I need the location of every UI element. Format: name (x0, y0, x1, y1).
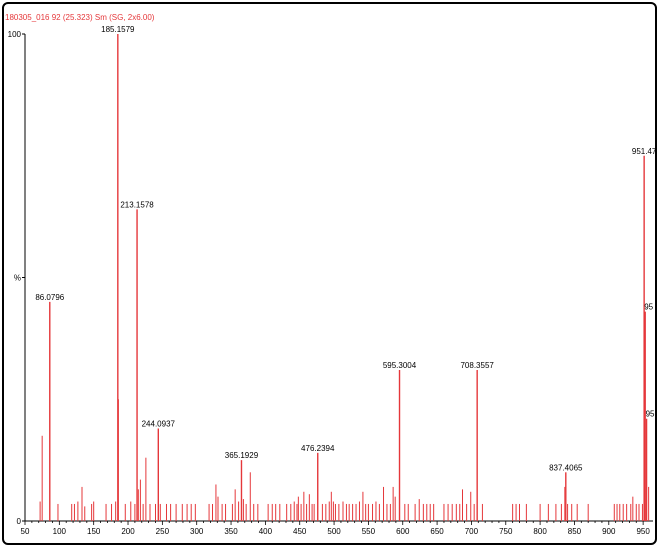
x-tick-label: 700 (465, 527, 479, 536)
peak-label: 837.4065 (549, 463, 583, 472)
x-tick-label: 600 (396, 527, 410, 536)
y-tick-label: % (14, 274, 21, 283)
x-tick-label: 100 (53, 527, 67, 536)
x-tick-label: 150 (87, 527, 101, 536)
x-tick-label: 300 (190, 527, 204, 536)
peak-label: 244.0937 (142, 419, 176, 428)
x-tick-label: 550 (362, 527, 376, 536)
spectrum-header: 180305_016 92 (25.323) Sm (SG, 2x6.00) (5, 13, 155, 22)
x-tick-label: 50 (21, 527, 30, 536)
peak-label: 365.1929 (225, 451, 259, 460)
peak-label: 213.1578 (120, 200, 154, 209)
x-tick-label: 400 (259, 527, 273, 536)
x-tick-label: 250 (156, 527, 170, 536)
chart-peaks (39, 34, 650, 521)
x-tick-label: 950 (636, 527, 650, 536)
chart-peak-labels: 86.0796 185.1579 213.1578 244.0937 365.1929 4… (35, 25, 657, 472)
x-tick-label: 200 (121, 527, 135, 536)
peak-label: 185.1579 (101, 25, 135, 34)
peak-label: 95 (644, 303, 653, 312)
peak-label: 595.3004 (383, 361, 417, 370)
x-tick-label: 800 (533, 527, 547, 536)
y-tick-label: 100 (8, 30, 22, 39)
x-tick-label: 900 (602, 527, 616, 536)
x-tick-label: 750 (499, 527, 513, 536)
x-tick-label: 650 (430, 527, 444, 536)
x-tick-label: 350 (224, 527, 238, 536)
chart-axes: 0% 100 50 100 150 200 250 300 350 400 450 500 550 600… (8, 30, 653, 536)
peak-label: 476.2394 (301, 444, 335, 453)
x-tick-label: 450 (293, 527, 307, 536)
x-tick-label: 850 (568, 527, 582, 536)
chart-frame (2, 2, 657, 545)
peak-label: 86.0796 (35, 293, 64, 302)
peak-label: 95 (646, 410, 655, 419)
peak-label: 951.47 (632, 147, 657, 156)
y-tick-label: 0 (17, 517, 22, 526)
x-tick-label: 500 (327, 527, 341, 536)
peak-label: 708.3557 (460, 361, 494, 370)
